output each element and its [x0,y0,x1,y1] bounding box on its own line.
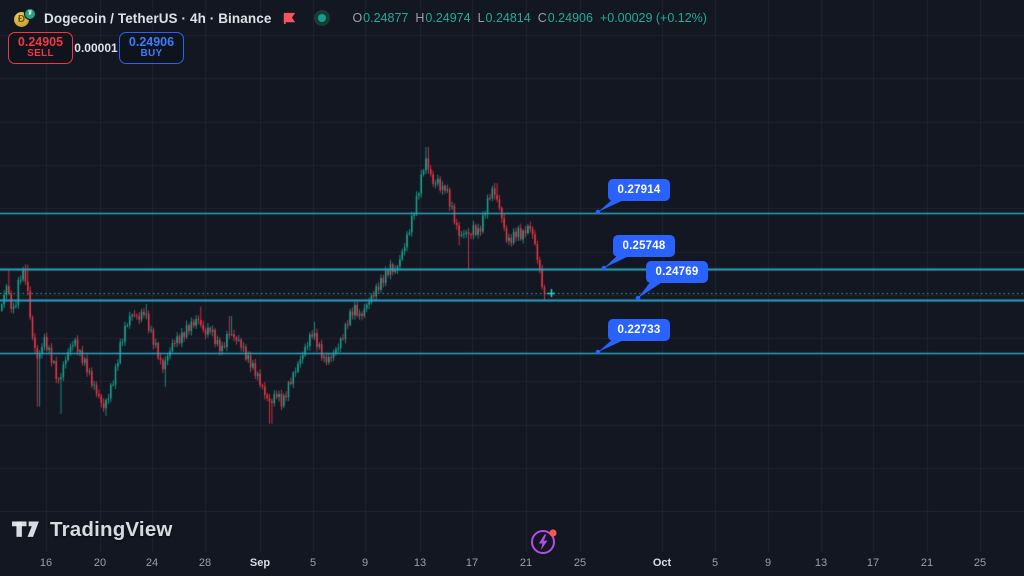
time-axis[interactable]: 16 20 24 28 Sep 5 9 13 17 21 25 Oct 5 9 13 17 21 25 [0,554,1024,576]
watermark-text: TradingView [50,518,173,541]
time-axis-label: 9 [764,557,772,569]
time-axis-label: 25 [573,557,587,569]
time-axis-label: 24 [145,557,159,569]
tradingview-logo-icon [12,521,39,537]
price-alert-value: 0.25748 [622,240,666,252]
symbol-header: Ð ₮ Dogecoin / TetherUS · 4h · Binance O… [14,8,707,28]
time-axis-label: Oct [652,557,672,569]
order-panel: 0.24905 SELL 0.00001 0.24906 BUY [8,32,184,64]
time-axis-label: 17 [465,557,479,569]
doge-tether-pair-icon: Ð ₮ [14,8,38,28]
low-value: 0.24814 [485,11,531,25]
time-axis-label: 9 [361,557,369,569]
notification-dot [549,529,557,537]
flag-icon-glyph [284,12,296,24]
time-axis-label: 16 [39,557,53,569]
time-axis-label: 13 [814,557,828,569]
flag-icon[interactable] [281,10,298,27]
sell-label: SELL [27,48,54,60]
spread-value: 0.00001 [74,41,118,55]
buy-price: 0.24906 [128,35,175,50]
time-axis-label: 21 [920,557,934,569]
buy-label: BUY [140,48,163,60]
close-value: 0.24906 [547,11,593,25]
label-tail [635,281,664,301]
price-alert-label[interactable]: 0.27914 [592,177,678,220]
close-label: C [537,11,547,25]
sell-price: 0.24905 [17,35,64,50]
ohlc-readout: O 0.24877 H 0.24974 L 0.24814 C 0.24906 … [352,11,707,25]
label-tail [601,255,631,271]
high-value: 0.24974 [425,11,471,25]
time-axis-label: Sep [249,557,271,569]
price-alert-label[interactable]: 0.22733 [592,317,678,360]
time-axis-label: 5 [711,557,719,569]
change-value: +0.00029 (+0.12%) [599,11,707,25]
symbol-title[interactable]: Dogecoin / TetherUS · 4h · Binance [44,10,272,26]
open-label: O [352,11,363,25]
price-alert-label[interactable]: 0.24769 [632,259,716,306]
tradingview-watermark[interactable]: TradingView [12,518,173,542]
price-alert-value: 0.22733 [617,324,661,336]
sell-button[interactable]: 0.24905 SELL [8,32,73,64]
price-alert-value: 0.24769 [655,266,699,278]
time-axis-label: 20 [93,557,107,569]
label-tail [595,199,626,215]
open-value: 0.24877 [363,11,409,25]
tether-icon: ₮ [24,8,36,20]
time-axis-label: 21 [519,557,533,569]
market-status-icon[interactable] [314,10,331,26]
label-tail [595,339,626,355]
price-alert-label[interactable]: 0.25748 [598,233,683,276]
time-axis-label: 25 [973,557,987,569]
time-axis-label: 5 [309,557,317,569]
buy-button[interactable]: 0.24906 BUY [119,32,184,64]
high-label: H [415,11,425,25]
flash-events-button[interactable] [527,524,561,558]
time-axis-label: 17 [866,557,880,569]
time-axis-label: 28 [198,557,212,569]
lightning-icon [531,529,557,554]
price-alert-value: 0.27914 [617,184,661,196]
low-label: L [477,11,485,25]
time-axis-label: 13 [413,557,427,569]
